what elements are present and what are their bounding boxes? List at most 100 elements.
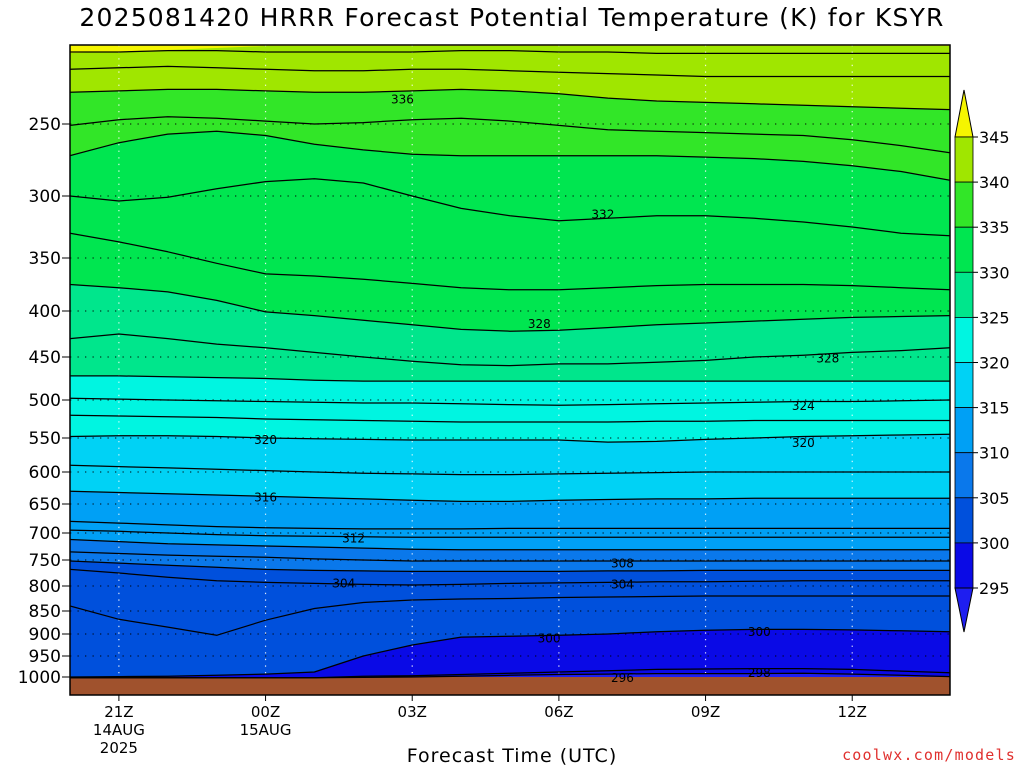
colorbar-label: 305 (979, 489, 1010, 508)
contour-314 (70, 520, 950, 530)
colorbar-segment (954, 542, 974, 589)
colorbar-segment (954, 362, 974, 408)
contour-label-300: 300 (748, 625, 771, 639)
chart-title: 2025081420 HRRR Forecast Potential Tempe… (79, 3, 945, 32)
y-tick-label: 300 (29, 187, 61, 207)
x-tick-label: 06Z (544, 703, 573, 721)
contour-label-308: 308 (611, 557, 634, 571)
y-tick-label: 250 (29, 115, 61, 135)
y-tick-label: 650 (29, 495, 61, 515)
contour-label-text: 336 (391, 93, 414, 107)
colorbar-segment (954, 226, 974, 273)
contour-328 (70, 333, 950, 367)
colorbar-label: 340 (979, 173, 1010, 192)
contour-316 (70, 490, 950, 503)
y-tick-label: 600 (29, 463, 61, 483)
contour-label-300: 300 (538, 631, 561, 645)
contour-326 (70, 375, 950, 382)
contour-labels: 336 332 328 328 324 320 320 316 312 308 304 304 300 3… (254, 93, 839, 685)
site-credit: coolwx.com/models (842, 746, 1016, 764)
colorbar-segment (954, 316, 974, 363)
contour-label-text: 296 (611, 671, 634, 685)
contour-304 (70, 568, 950, 586)
contour-338 (70, 116, 950, 154)
x-tick-label: 09Z (691, 703, 720, 721)
contour-label-text: 308 (611, 557, 634, 571)
contour-label-328: 328 (816, 352, 839, 366)
contour-300 (70, 628, 950, 678)
y-tick-label: 750 (29, 551, 61, 571)
colorbar-label: 345 (979, 128, 1010, 147)
colorbar: 345 340 335 330 325 320 315 310 305 300 295 (954, 89, 1010, 633)
y-tick-label: 900 (29, 625, 61, 645)
contour-label-text: 320 (792, 436, 815, 450)
y-tick-label: 700 (29, 524, 61, 544)
y-tick-label: 400 (29, 302, 61, 322)
y-tick-label: 800 (29, 577, 61, 597)
contour-344 (70, 49, 950, 55)
colorbar-segment (954, 181, 974, 228)
contour-label-text: 332 (591, 208, 614, 222)
contour-label-text: 300 (748, 625, 771, 639)
theta-contours (70, 49, 950, 679)
colorbar-segment (954, 407, 974, 454)
contour-334 (70, 178, 950, 237)
x-tick-label: 00Z (251, 703, 280, 721)
contour-label-324: 324 (792, 399, 815, 413)
y-tick-label: 1000 (18, 668, 61, 688)
colorbar-segment (954, 271, 974, 318)
contour-306 (70, 560, 950, 573)
contour-label-332: 332 (591, 208, 614, 222)
contour-label-316: 316 (254, 491, 277, 505)
contour-label-text: 316 (254, 491, 277, 505)
contour-label-304: 304 (611, 577, 634, 591)
y-tick-label: 950 (29, 647, 61, 667)
x-tick-label: 03Z (398, 703, 427, 721)
fill-above-344 (70, 45, 950, 54)
contour-label-312: 312 (342, 531, 365, 545)
contour-320 (70, 433, 950, 443)
contour-label-text: 300 (538, 631, 561, 645)
y-tick-label: 350 (29, 249, 61, 269)
x-tick-label: 14AUG (93, 721, 145, 739)
contour-342 (70, 65, 950, 78)
contour-330 (70, 283, 950, 332)
contour-label-text: 304 (611, 577, 634, 591)
colorbar-label: 330 (979, 263, 1010, 282)
y-tick-label: 850 (29, 602, 61, 622)
contour-308 (70, 551, 950, 562)
contour-label-text: 304 (332, 576, 355, 590)
x-tick-label: 21Z (104, 703, 133, 721)
colorbar-label: 325 (979, 308, 1010, 327)
colorbar-segment (954, 452, 974, 499)
contour-336 (70, 130, 950, 181)
contour-310 (70, 538, 950, 551)
pressure-axis: 250 300 350 400 450 500 550 600 650 700 750 800 850 9… (18, 115, 70, 688)
colorbar-segment (954, 136, 974, 183)
ground-layer (70, 677, 950, 695)
colorbar-label: 295 (979, 579, 1010, 598)
x-tick-label: 2025 (100, 739, 138, 757)
contour-label-304: 304 (332, 576, 355, 590)
colorbar-label: 320 (979, 354, 1010, 373)
x-tick-label: 12Z (838, 703, 867, 721)
colorbar-label: 300 (979, 534, 1010, 553)
colorbar-bottom-arrow (954, 587, 974, 633)
contour-302 (70, 595, 950, 636)
contour-label-320: 320 (792, 436, 815, 450)
y-tick-label: 450 (29, 348, 61, 368)
contour-label-text: 328 (816, 352, 839, 366)
x-tick-label: 15AUG (240, 721, 292, 739)
colorbar-label: 310 (979, 444, 1010, 463)
contour-324 (70, 397, 950, 406)
contour-label-328: 328 (528, 317, 551, 331)
plot-frame (69, 44, 951, 696)
y-tick-label: 550 (29, 429, 61, 449)
fill-above-345 (70, 45, 950, 53)
contour-318 (70, 464, 950, 476)
contour-label-336: 336 (391, 93, 414, 107)
theta-color-fills (70, 45, 950, 695)
y-tick-label: 500 (29, 391, 61, 411)
